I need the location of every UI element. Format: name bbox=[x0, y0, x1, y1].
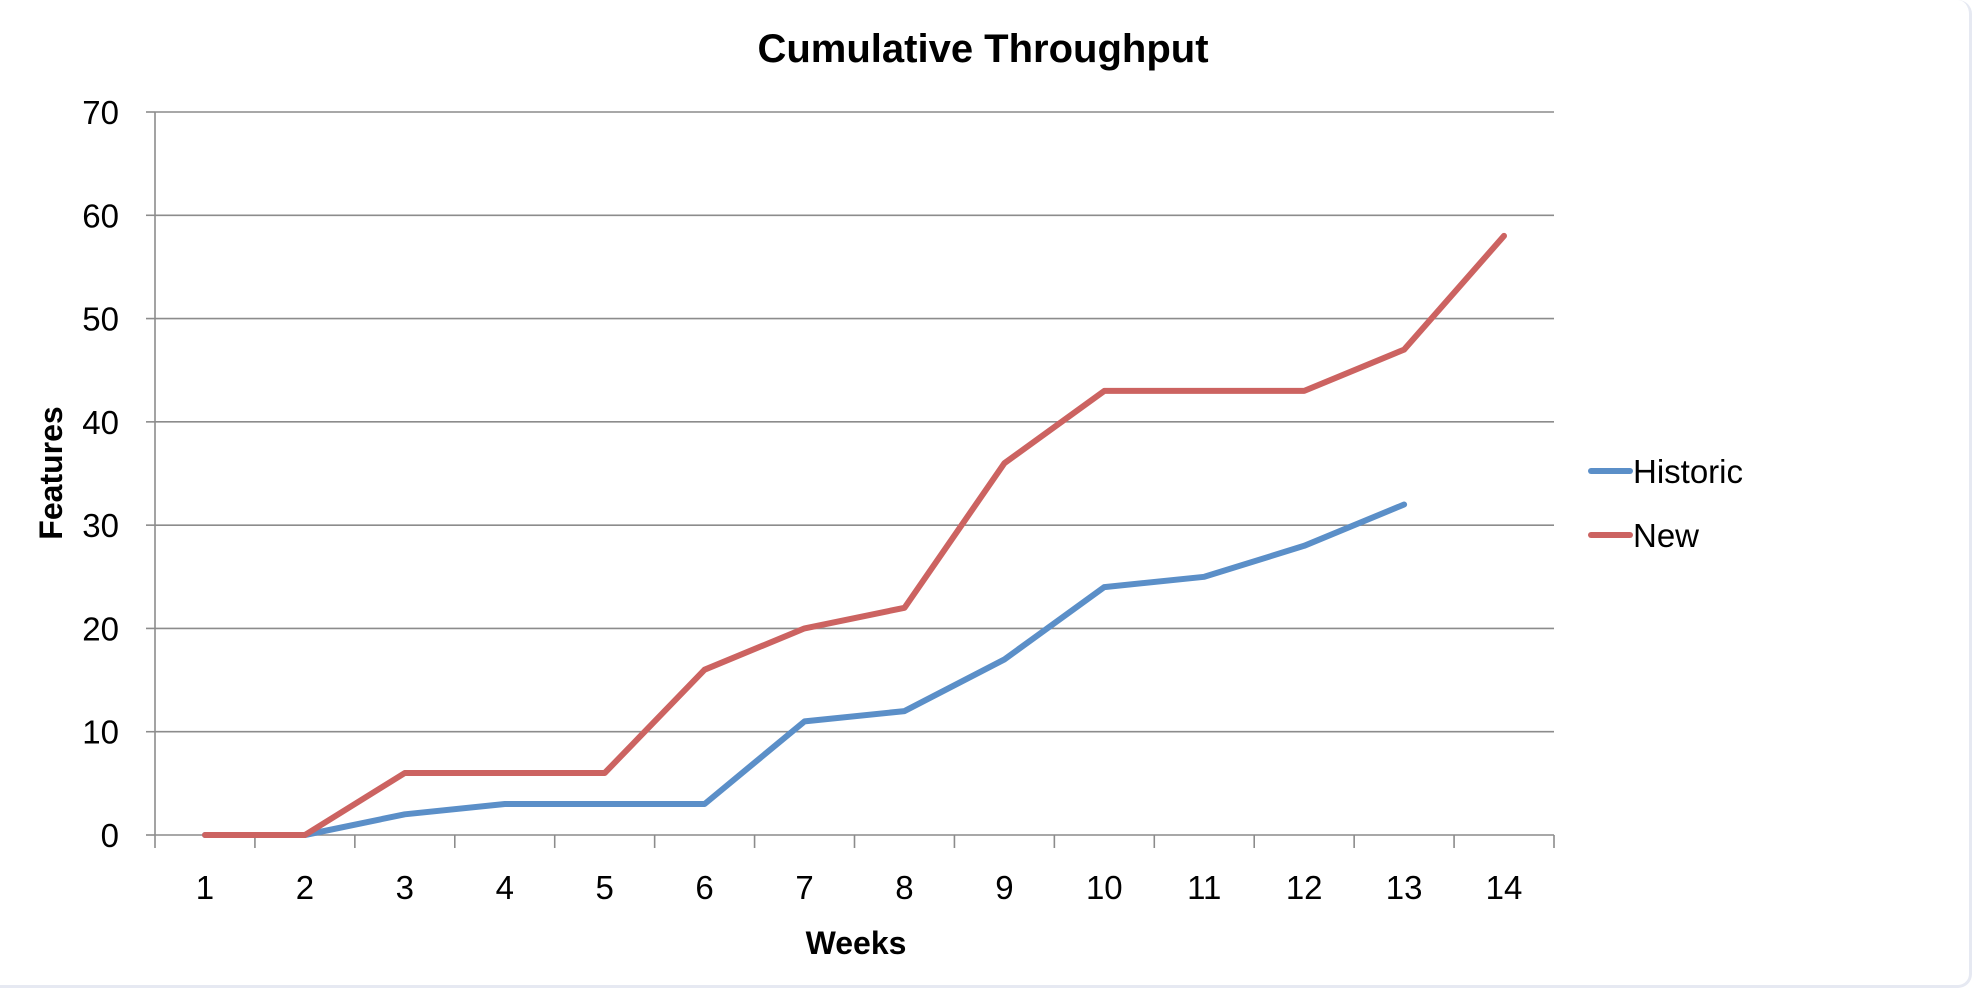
x-tick-label: 4 bbox=[496, 869, 514, 906]
legend: Historic New bbox=[1588, 453, 1743, 554]
legend-label-new: New bbox=[1633, 517, 1699, 554]
x-tick-label: 2 bbox=[296, 869, 314, 906]
gridlines bbox=[155, 111, 1554, 733]
x-axis-title: Weeks bbox=[806, 925, 907, 961]
x-tick-label: 7 bbox=[795, 869, 813, 906]
y-tick-label: 0 bbox=[101, 817, 119, 854]
x-tick-label: 12 bbox=[1286, 869, 1323, 906]
x-tick-label: 14 bbox=[1486, 869, 1523, 906]
y-tick-label: 40 bbox=[82, 404, 119, 441]
x-tick-label: 6 bbox=[695, 869, 713, 906]
x-tick-label: 10 bbox=[1086, 869, 1123, 906]
x-tick-label: 13 bbox=[1386, 869, 1423, 906]
series-line-historic bbox=[202, 501, 1408, 838]
x-tick-label: 8 bbox=[895, 869, 913, 906]
y-axis-title: Features bbox=[33, 406, 69, 539]
y-tick-label: 70 bbox=[82, 94, 119, 131]
chart-title: Cumulative Throughput bbox=[757, 27, 1208, 71]
x-tick-label: 9 bbox=[995, 869, 1013, 906]
x-tick-label: 1 bbox=[196, 869, 214, 906]
series-line-new bbox=[202, 232, 1507, 838]
x-tick-label: 3 bbox=[396, 869, 414, 906]
legend-label-historic: Historic bbox=[1633, 453, 1743, 490]
y-tick-label: 60 bbox=[82, 197, 119, 234]
y-tick-label: 30 bbox=[82, 507, 119, 544]
y-tick-label: 50 bbox=[82, 301, 119, 338]
x-tick-label: 11 bbox=[1187, 869, 1221, 906]
y-tick-label: 10 bbox=[82, 714, 119, 751]
y-tick-label: 20 bbox=[82, 610, 119, 647]
series-lines bbox=[202, 232, 1507, 838]
x-tick-label: 5 bbox=[595, 869, 613, 906]
